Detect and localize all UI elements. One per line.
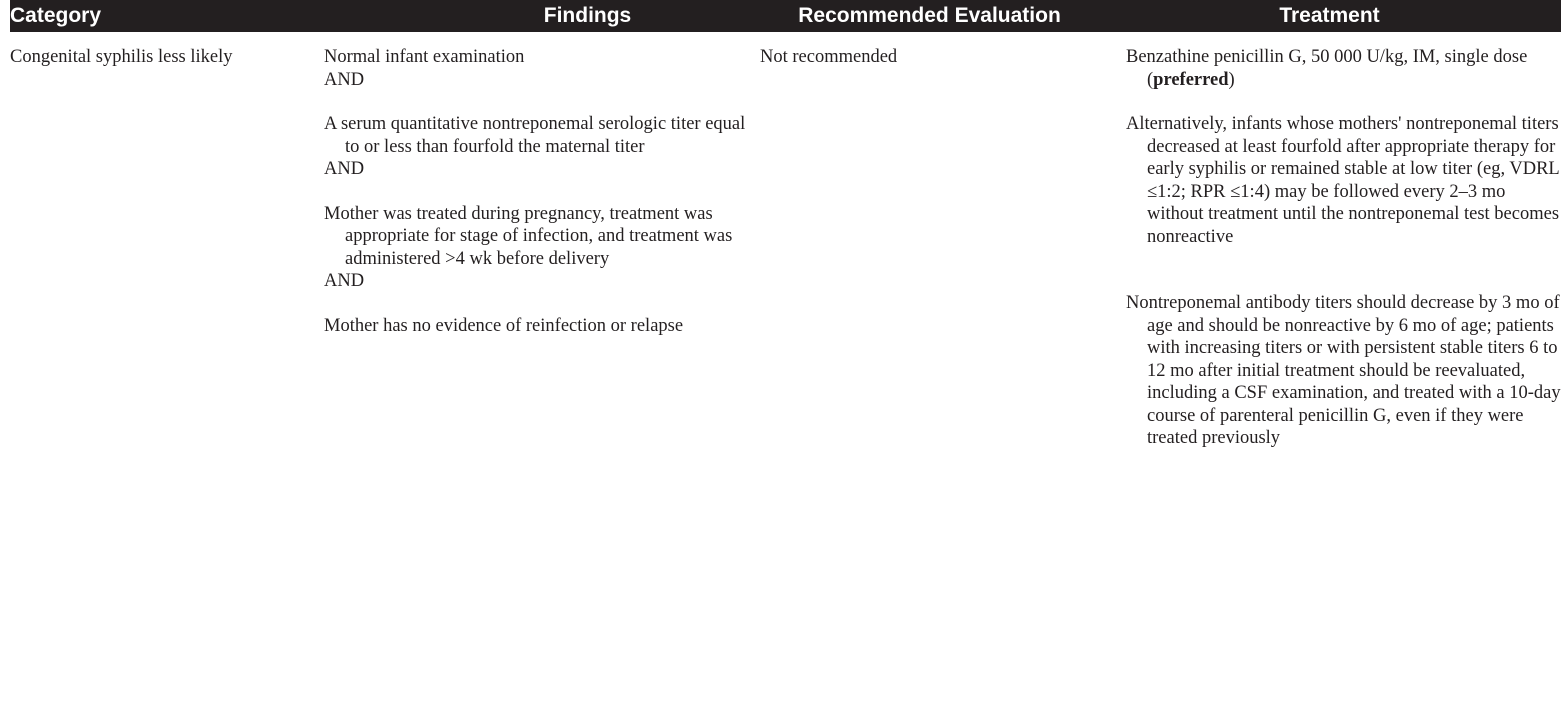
treatment-1-text: Benzathine penicillin G, 50 000 U/kg, IM… [1126,47,1528,90]
finding-4: Mother has no evidence of reinfection or… [324,315,684,336]
and-connector-2: AND [324,159,365,179]
category-cell: Congenital syphilis less likely [10,32,324,450]
header-category: Category [10,4,102,27]
evaluation-text: Not recommended [760,47,898,67]
syphilis-table: Category Findings Recommended Evaluation… [10,0,1561,450]
table-header-row: Category Findings Recommended Evaluation… [10,0,1561,32]
treatment-3: Nontreponemal antibody titers should dec… [1126,293,1561,448]
header-evaluation: Recommended Evaluation [798,4,1061,27]
findings-cell: Normal infant examination AND A serum qu… [324,32,760,450]
treatment-1: Benzathine penicillin G, 50 000 U/kg, IM… [1126,46,1561,91]
finding-2: A serum quantitative nontreponemal serol… [324,114,746,157]
and-connector-3: AND [324,271,365,291]
finding-1: Normal infant examination [324,47,525,67]
evaluation-cell: Not recommended [760,32,1126,450]
treatment-1-preferred: preferred [1153,69,1229,90]
and-connector-1: AND [324,69,365,90]
treatment-2: Alternatively, infants whose mothers' no… [1126,114,1560,247]
table-row: Congenital syphilis less likely Normal i… [10,32,1561,450]
category-text: Congenital syphilis less likely [10,47,233,67]
finding-3: Mother was treated during pregnancy, tre… [324,203,733,269]
header-treatment: Treatment [1279,4,1380,27]
header-findings: Findings [543,4,632,27]
treatment-1-close: ) [1228,69,1235,90]
treatment-cell: Benzathine penicillin G, 50 000 U/kg, IM… [1126,32,1561,450]
